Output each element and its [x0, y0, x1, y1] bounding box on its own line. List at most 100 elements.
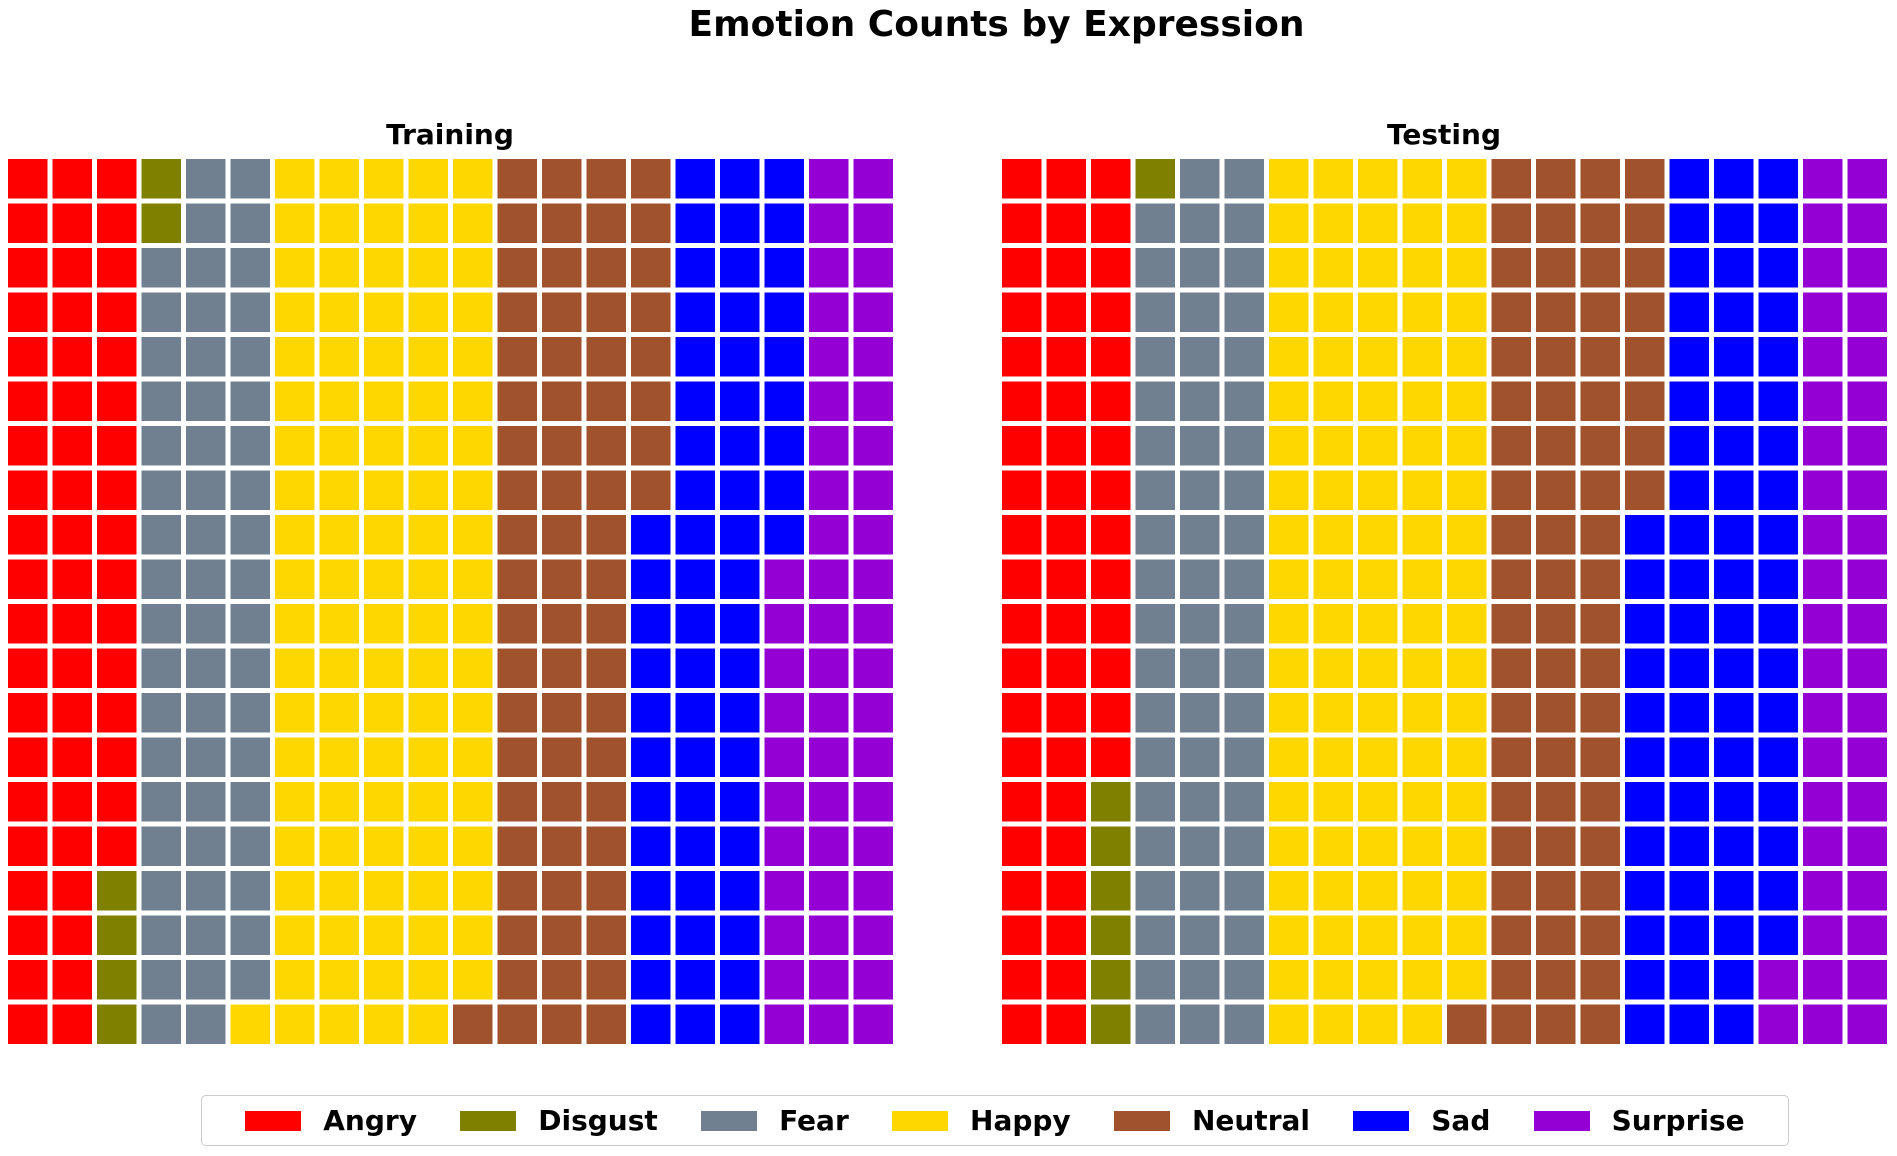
training-cell-angry: [8, 381, 48, 421]
testing-cell-happy: [1402, 159, 1442, 199]
testing-cell-happy: [1313, 826, 1353, 866]
testing-cell-fear: [1224, 248, 1264, 288]
testing-cell-happy: [1402, 782, 1442, 822]
testing-cell-happy: [1358, 737, 1398, 777]
legend-label-sad: Sad: [1431, 1104, 1491, 1137]
training-cell-happy: [364, 782, 404, 822]
training-cell-sad: [631, 915, 671, 955]
training-cell-happy: [408, 426, 448, 466]
training-cell-sad: [764, 159, 804, 199]
training-cell-surprise: [764, 693, 804, 733]
training-cell-happy: [408, 337, 448, 377]
training-cell-fear: [186, 559, 226, 599]
testing-cell-fear: [1135, 337, 1175, 377]
testing-cell-neutral: [1536, 915, 1576, 955]
training-cell-surprise: [809, 248, 849, 288]
testing-cell-disgust: [1135, 159, 1175, 199]
training-cell-neutral: [542, 381, 582, 421]
testing-cell-happy: [1447, 960, 1487, 1000]
training-cell-sad: [675, 203, 715, 243]
testing-cell-angry: [1046, 693, 1086, 733]
training-cell-neutral: [631, 292, 671, 332]
training-cell-neutral: [497, 559, 537, 599]
testing-cell-angry: [1046, 782, 1086, 822]
testing-cell-happy: [1313, 337, 1353, 377]
training-cell-sad: [764, 470, 804, 510]
testing-cell-surprise: [1847, 470, 1887, 510]
training-cell-sad: [764, 381, 804, 421]
testing-cell-happy: [1358, 915, 1398, 955]
training-cell-neutral: [497, 1004, 537, 1044]
testing-cell-surprise: [1803, 292, 1843, 332]
testing-cell-angry: [1002, 604, 1042, 644]
training-cell-happy: [319, 381, 359, 421]
training-cell-happy: [408, 515, 448, 555]
testing-cell-neutral: [1491, 915, 1531, 955]
training-cell-sad: [675, 515, 715, 555]
testing-cell-angry: [1002, 559, 1042, 599]
training-cell-neutral: [542, 559, 582, 599]
training-cell-neutral: [542, 826, 582, 866]
training-cell-disgust: [97, 1004, 137, 1044]
testing-cell-sad: [1758, 470, 1798, 510]
legend-label-surprise: Surprise: [1611, 1104, 1745, 1137]
training-cell-sad: [675, 381, 715, 421]
legend-swatch-disgust: [460, 1110, 517, 1131]
testing-cell-sad: [1625, 648, 1665, 688]
training-cell-neutral: [631, 337, 671, 377]
training-cell-sad: [720, 960, 760, 1000]
testing-cell-angry: [1091, 381, 1131, 421]
training-cell-angry: [52, 470, 92, 510]
training-cell-happy: [275, 248, 315, 288]
training-cell-happy: [364, 648, 404, 688]
legend-swatch-sad: [1353, 1110, 1410, 1131]
legend-item-sad: Sad: [1353, 1104, 1490, 1137]
testing-cell-sad: [1625, 693, 1665, 733]
testing-cell-happy: [1358, 604, 1398, 644]
testing-cell-happy: [1402, 292, 1442, 332]
testing-cell-fear: [1180, 737, 1220, 777]
training-cell-surprise: [853, 871, 893, 911]
training-cell-happy: [408, 159, 448, 199]
testing-cell-sad: [1714, 960, 1754, 1000]
training-cell-sad: [720, 203, 760, 243]
training-cell-sad: [675, 292, 715, 332]
testing-cell-neutral: [1536, 426, 1576, 466]
training-cell-sad: [720, 559, 760, 599]
training-cell-happy: [453, 248, 493, 288]
testing-cell-neutral: [1536, 337, 1576, 377]
training-cell-neutral: [586, 559, 626, 599]
training-cell-sad: [675, 604, 715, 644]
training-cell-happy: [319, 915, 359, 955]
training-cell-fear: [230, 559, 270, 599]
testing-cell-happy: [1402, 960, 1442, 1000]
testing-cell-fear: [1224, 159, 1264, 199]
training-cell-happy: [230, 1004, 270, 1044]
testing-cell-fear: [1224, 737, 1264, 777]
testing-cell-neutral: [1536, 159, 1576, 199]
testing-cell-happy: [1402, 381, 1442, 421]
testing-cell-fear: [1224, 559, 1264, 599]
testing-cell-surprise: [1847, 693, 1887, 733]
training-cell-sad: [631, 782, 671, 822]
training-cell-angry: [97, 248, 137, 288]
testing-cell-surprise: [1847, 648, 1887, 688]
testing-cell-angry: [1046, 470, 1086, 510]
training-cell-fear: [186, 515, 226, 555]
training-cell-fear: [186, 693, 226, 733]
training-cell-happy: [453, 782, 493, 822]
testing-cell-neutral: [1536, 826, 1576, 866]
testing-cell-surprise: [1803, 470, 1843, 510]
training-cell-happy: [275, 515, 315, 555]
training-cell-fear: [141, 470, 181, 510]
training-cell-neutral: [586, 915, 626, 955]
training-cell-neutral: [497, 960, 537, 1000]
training-cell-happy: [275, 737, 315, 777]
testing-cell-fear: [1135, 292, 1175, 332]
testing-cell-happy: [1358, 159, 1398, 199]
training-cell-angry: [8, 159, 48, 199]
training-cell-fear: [186, 871, 226, 911]
testing-cell-happy: [1313, 648, 1353, 688]
training-cell-sad: [675, 248, 715, 288]
testing-cell-sad: [1758, 648, 1798, 688]
